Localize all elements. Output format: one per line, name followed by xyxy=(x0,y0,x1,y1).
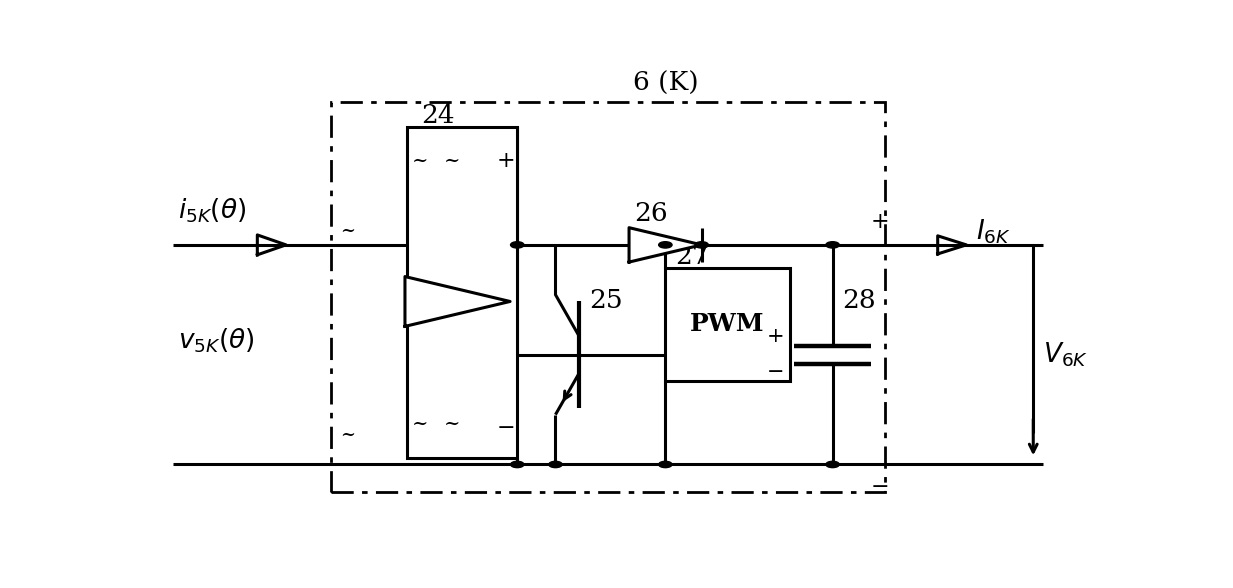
Bar xyxy=(330,102,885,492)
Circle shape xyxy=(510,462,524,467)
Circle shape xyxy=(658,462,672,467)
Text: $I_{6K}$: $I_{6K}$ xyxy=(977,217,1011,246)
Circle shape xyxy=(658,242,672,248)
Circle shape xyxy=(826,462,840,467)
Text: $i_{5K}(\theta)$: $i_{5K}(\theta)$ xyxy=(178,196,247,225)
Text: −: − xyxy=(870,476,890,498)
Text: PWM: PWM xyxy=(690,312,764,336)
Text: 24: 24 xyxy=(422,103,455,128)
Text: −: − xyxy=(496,417,515,439)
Text: ~: ~ xyxy=(444,415,460,433)
Text: ~: ~ xyxy=(340,426,355,444)
Text: ~: ~ xyxy=(412,152,429,170)
Text: +: + xyxy=(870,211,890,233)
Text: −: − xyxy=(767,363,784,382)
Bar xyxy=(407,127,518,457)
Text: +: + xyxy=(496,150,515,172)
Bar xyxy=(666,268,789,380)
Circle shape xyxy=(695,242,709,248)
Text: 27: 27 xyxy=(674,243,709,269)
Text: +: + xyxy=(767,327,784,346)
Polygon shape xyxy=(404,276,510,326)
Text: 6 (K): 6 (K) xyxy=(633,71,698,95)
Polygon shape xyxy=(629,228,702,262)
Text: $v_{5K}(\theta)$: $v_{5K}(\theta)$ xyxy=(178,327,255,355)
Text: 25: 25 xyxy=(589,288,623,313)
Text: ~: ~ xyxy=(340,222,355,240)
Circle shape xyxy=(549,462,562,467)
Text: ~: ~ xyxy=(412,415,429,433)
Text: $V_{6K}$: $V_{6K}$ xyxy=(1043,340,1088,369)
Circle shape xyxy=(826,242,840,248)
Text: ~: ~ xyxy=(444,152,460,170)
Text: 28: 28 xyxy=(842,288,875,313)
Circle shape xyxy=(510,242,524,248)
Text: 26: 26 xyxy=(634,201,667,226)
